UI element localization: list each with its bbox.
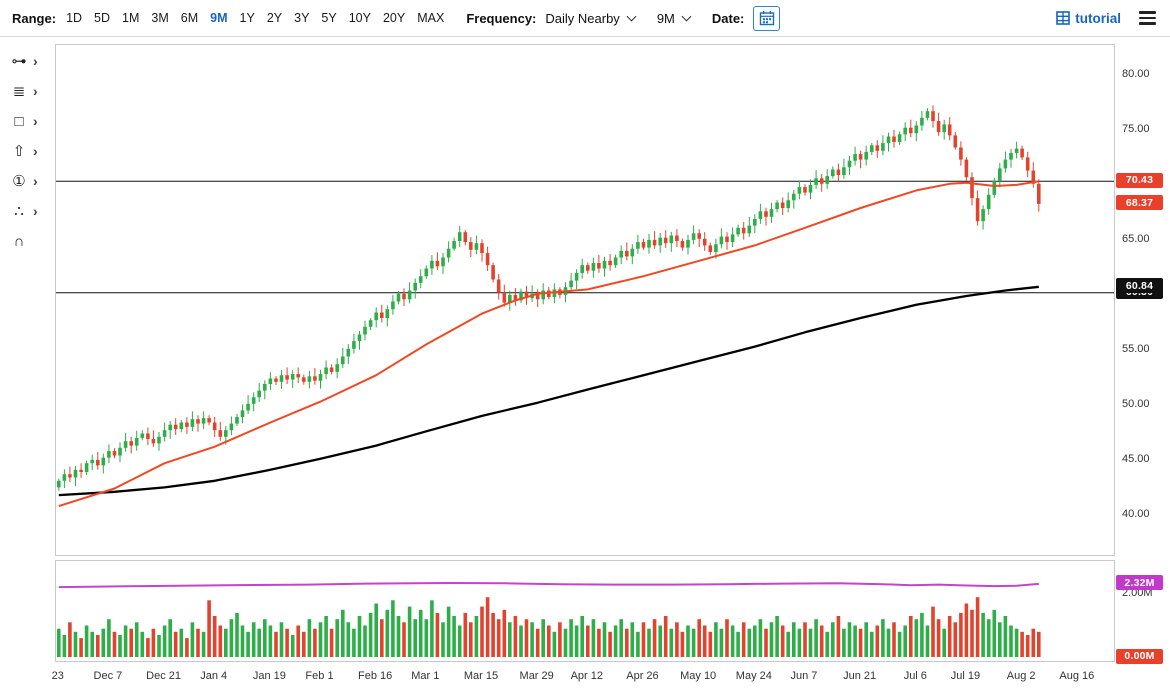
price-axis-label: 55.00: [1122, 343, 1150, 355]
range-option-10y[interactable]: 10Y: [348, 11, 371, 25]
x-axis-label: Jan 4: [200, 670, 228, 682]
range-label: Range:: [12, 10, 57, 26]
chevron-right-icon: ›: [33, 143, 38, 159]
range-option-1m[interactable]: 1M: [122, 11, 140, 25]
price-badge-68.37: 68.37: [1116, 195, 1163, 211]
magnet-tool-icon: ∩: [13, 232, 25, 250]
magnet-tool[interactable]: ∩: [0, 226, 54, 256]
calendar-icon: [759, 11, 775, 26]
x-axis-label: Mar 1: [411, 670, 440, 682]
range-option-1y[interactable]: 1Y: [239, 11, 255, 25]
price-axis-label: 40.00: [1122, 508, 1150, 520]
indicator-list-tool-icon: ≣: [12, 82, 26, 100]
x-axis-label: Feb 16: [358, 670, 393, 682]
x-axis-label: Mar 29: [519, 670, 554, 682]
shape-tool-icon: □: [14, 112, 24, 130]
chevron-right-icon: ›: [33, 53, 38, 69]
x-axis-label: Apr 12: [570, 670, 603, 682]
chevron-down-icon: [626, 11, 637, 21]
chevron-right-icon: ›: [33, 173, 38, 189]
x-axis-label: Dec 7: [93, 670, 123, 682]
range-option-5y[interactable]: 5Y: [321, 11, 337, 25]
arrow-tool[interactable]: ⇧ ›: [0, 136, 54, 166]
price-axis-label: 75.00: [1122, 123, 1150, 135]
point-study-tool[interactable]: ∴ ›: [0, 196, 54, 226]
x-axis-label: 23: [51, 670, 64, 682]
x-axis-label: Aug 2: [1006, 670, 1036, 682]
range-option-3y[interactable]: 3Y: [294, 11, 310, 25]
shape-tool[interactable]: □ ›: [0, 106, 54, 136]
frequency-label: Frequency:: [466, 10, 537, 26]
x-axis-label: Dec 21: [146, 670, 182, 682]
x-axis-label: Jan 19: [252, 670, 286, 682]
price-axis-label: 80.00: [1122, 68, 1150, 80]
number-annotation-tool[interactable]: ① ›: [0, 166, 54, 196]
tool-sidebar: ⊶ › ≣ › □ › ⇧ › ① › ∴ › ∩: [0, 46, 54, 256]
period-dropdown[interactable]: 9M: [656, 10, 692, 26]
range-option-max[interactable]: MAX: [417, 11, 445, 25]
x-axis-label: Feb 1: [305, 670, 334, 682]
menu-icon[interactable]: [1137, 5, 1158, 31]
x-axis-label: Mar 15: [463, 670, 499, 682]
price-axis-label: 45.00: [1122, 453, 1150, 465]
chevron-right-icon: ›: [33, 83, 38, 99]
range-option-9m[interactable]: 9M: [210, 11, 228, 25]
arrow-tool-icon: ⇧: [12, 142, 26, 160]
x-axis-label: Apr 26: [626, 670, 659, 682]
price-chart[interactable]: [55, 44, 1115, 556]
x-axis-label: May 10: [680, 670, 717, 682]
range-option-6m[interactable]: 6M: [180, 11, 199, 25]
x-axis-label: May 24: [735, 670, 772, 682]
x-axis-label: Aug 16: [1059, 670, 1095, 682]
price-badge-60.84: 60.84: [1116, 278, 1163, 294]
chart-toolbar: Range: 1D 5D 1M 3M 6M 9M 1Y 2Y 3Y 5Y 10Y 20Y MAX Fre…: [0, 0, 1170, 37]
tutorial-label: tutorial: [1075, 10, 1121, 26]
range-option-5d[interactable]: 5D: [94, 11, 111, 25]
chevron-down-icon: [681, 11, 692, 21]
line-study-tool-icon: ⊶: [11, 52, 27, 70]
x-axis-label: Jun 21: [843, 670, 877, 682]
range-option-20y[interactable]: 20Y: [382, 11, 406, 25]
grid-icon: [1056, 11, 1071, 25]
indicator-list-tool[interactable]: ≣ ›: [0, 76, 54, 106]
price-badge-70.43: 70.43: [1116, 172, 1163, 188]
x-axis-label: Jun 7: [790, 670, 818, 682]
range-option-2y[interactable]: 2Y: [266, 11, 283, 25]
x-axis-label: Jul 6: [903, 670, 927, 682]
volume-badge-0.00M: 0.00M: [1116, 648, 1163, 664]
price-axis-label: 50.00: [1122, 398, 1150, 410]
chevron-right-icon: ›: [33, 113, 38, 129]
chevron-right-icon: ›: [33, 203, 38, 219]
price-axis-label: 65.00: [1122, 233, 1150, 245]
tutorial-link[interactable]: tutorial: [1056, 11, 1121, 26]
volume-chart[interactable]: [55, 560, 1115, 662]
frequency-value: Daily Nearby: [545, 10, 620, 26]
x-axis-label: Jul 19: [950, 670, 981, 682]
volume-plot: [57, 582, 1041, 658]
range-options: 1D 5D 1M 3M 6M 9M 1Y 2Y 3Y 5Y 10Y 20Y MAX: [60, 11, 450, 25]
point-study-tool-icon: ∴: [14, 202, 24, 220]
range-option-3m[interactable]: 3M: [151, 11, 169, 25]
volume-badge-2.32M: 2.32M: [1116, 575, 1163, 591]
number-annotation-tool-icon: ①: [12, 172, 26, 190]
date-label: Date:: [711, 10, 745, 26]
line-study-tool[interactable]: ⊶ ›: [0, 46, 54, 76]
frequency-dropdown[interactable]: Daily Nearby: [545, 10, 637, 26]
period-value: 9M: [656, 10, 675, 26]
date-picker-button[interactable]: [753, 5, 781, 31]
range-option-1d[interactable]: 1D: [66, 11, 83, 25]
price-plot: [56, 105, 1114, 508]
